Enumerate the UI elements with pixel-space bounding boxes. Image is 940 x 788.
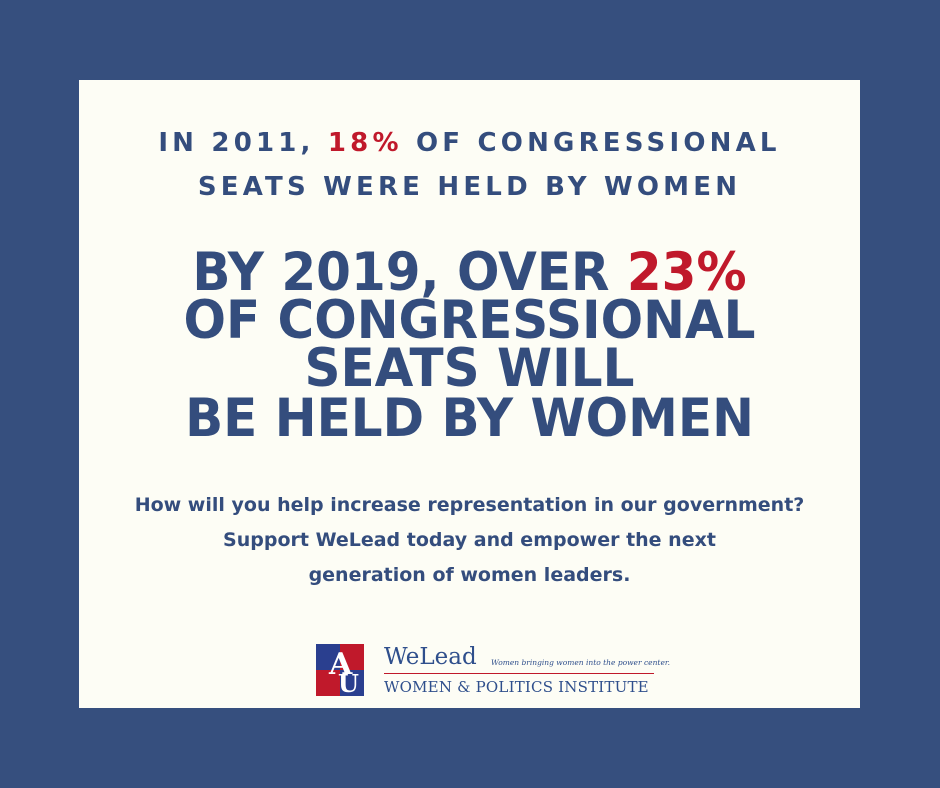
headline-line-2: SEATS WERE HELD BY WOMEN: [197, 172, 742, 202]
american-university-au-icon: A U: [316, 644, 364, 696]
main-statement-line-2: OF CONGRESSIONAL: [183, 289, 756, 351]
logo-tagline: Women bringing women into the power cent…: [491, 658, 671, 667]
infographic-card: IN 2011, 18% OF CONGRESSIONAL SEATS WERE…: [79, 80, 860, 708]
headline-percent-2011: 18%: [327, 128, 403, 158]
main-statement-line-4: BE HELD BY WOMEN: [185, 387, 754, 449]
welead-logo: A U WeLead Women bringing women into the…: [316, 644, 670, 699]
main-statement-percent-2019: 23%: [626, 241, 747, 303]
logo-divider: [384, 673, 654, 674]
cta-line-3: generation of women leaders.: [308, 564, 631, 586]
cta-line-1: How will you help increase representatio…: [134, 494, 805, 516]
logo-institute: WOMEN & POLITICS INSTITUTE: [384, 678, 649, 696]
svg-text:A: A: [328, 647, 353, 682]
svg-text:U: U: [338, 669, 359, 696]
main-statement-line-1: BY 2019, OVER 23%: [79, 245, 860, 300]
main-statement-line-3: SEATS WILL: [304, 337, 635, 399]
headline-suffix: OF CONGRESSIONAL: [402, 128, 781, 158]
logo-name: WeLead: [384, 644, 477, 670]
cta-line-2: Support WeLead today and empower the nex…: [223, 529, 716, 551]
headline-line-1: IN 2011, 18% OF CONGRESSIONAL: [79, 128, 860, 158]
headline-prefix: IN 2011,: [158, 128, 328, 158]
main-statement-prefix: BY 2019, OVER: [192, 241, 627, 303]
